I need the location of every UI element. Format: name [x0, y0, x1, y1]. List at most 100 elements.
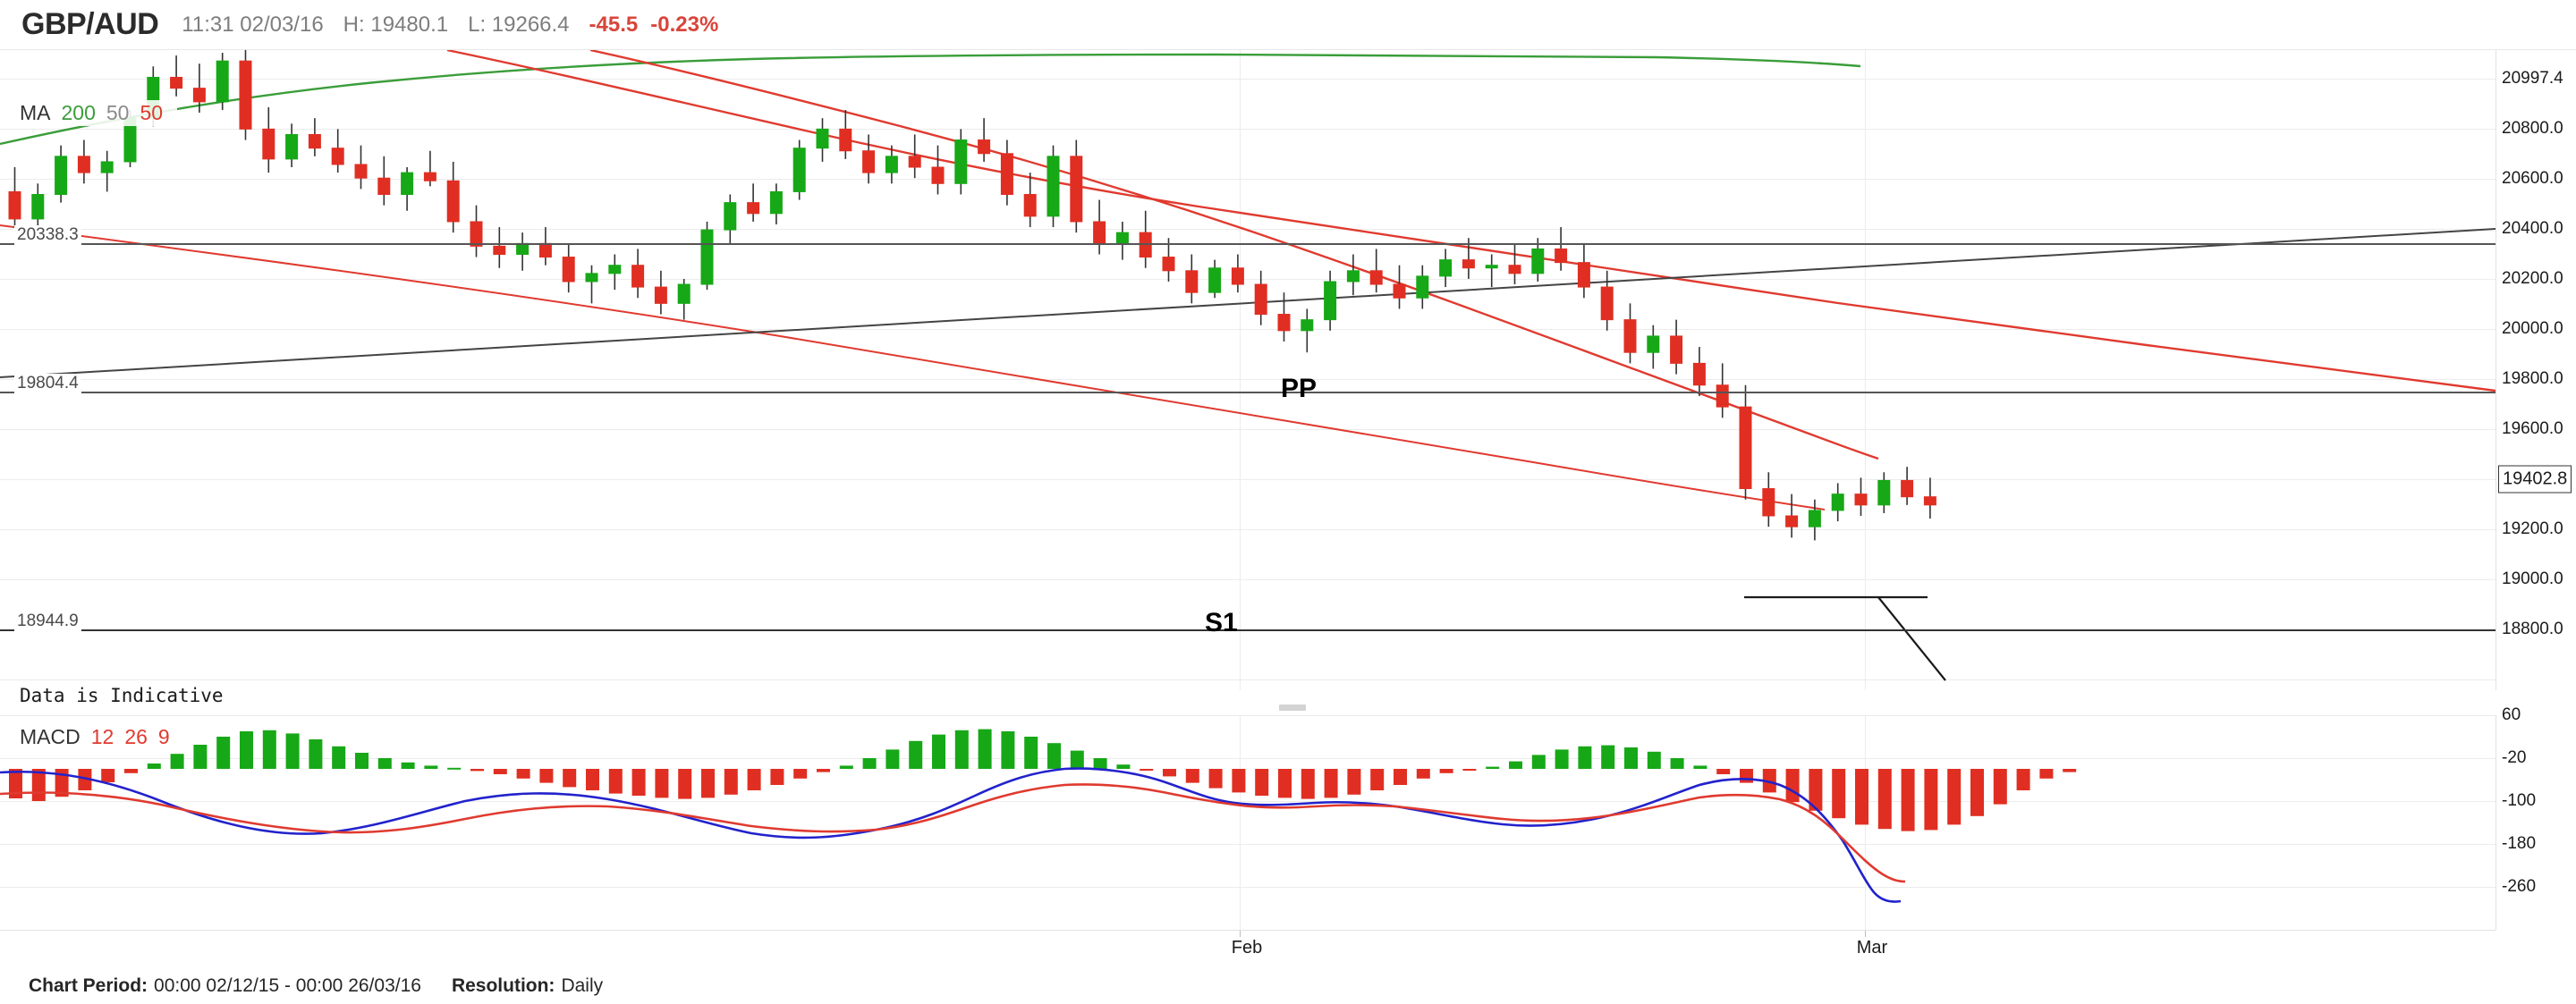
candle-body	[1277, 314, 1291, 332]
macd-histogram-bar	[817, 769, 830, 772]
candle-body	[423, 172, 436, 181]
price-axis-tick: 20800.0	[2502, 119, 2563, 138]
macd-histogram-bar	[1924, 769, 1938, 831]
candle-body	[354, 164, 368, 179]
macd-histogram-bar	[1140, 769, 1154, 771]
reference-line-r1	[0, 243, 2496, 245]
candle-body	[1346, 270, 1360, 283]
candle-body	[1185, 270, 1199, 293]
candle-body	[1531, 248, 1545, 274]
candle-body	[1623, 319, 1637, 353]
trendline-black-ascending	[0, 228, 2496, 378]
price-axis[interactable]: 20997.4 20800.0 20600.0 20400.0 20200.0 …	[2496, 50, 2576, 690]
macd-histogram-bar	[1093, 758, 1107, 769]
macd-histogram-bar	[1509, 761, 1522, 769]
macd-histogram-bar	[1001, 731, 1015, 769]
macd-histogram-bar	[1855, 769, 1868, 825]
macd-histogram-bar	[1370, 769, 1385, 790]
macd-histogram-bar	[1347, 769, 1361, 795]
macd-histogram-bar	[124, 769, 138, 773]
macd-histogram-bar	[216, 737, 231, 769]
candle-body	[1046, 156, 1060, 217]
candle-body	[55, 156, 68, 195]
data-indicative-notice: Data is Indicative	[20, 685, 224, 706]
resolution-value: Daily	[561, 974, 604, 996]
candle-body	[1023, 193, 1037, 217]
candle-body	[700, 229, 714, 285]
gridline	[0, 179, 2496, 180]
macd-legend-signal: 9	[157, 725, 170, 748]
macd-chart-pane[interactable]: MACD 12 26 9	[0, 715, 2496, 930]
macd-histogram-bar	[608, 769, 623, 794]
price-axis-tick: 18800.0	[2502, 620, 2563, 638]
ma-legend-period-200: 200	[61, 101, 96, 124]
macd-histogram-bar	[1324, 769, 1338, 798]
gridline	[0, 429, 2496, 430]
price-axis-tick: 19800.0	[2502, 369, 2563, 388]
ma-legend[interactable]: MA 200 50 50	[16, 100, 178, 126]
x-axis[interactable]: Feb Mar	[0, 930, 2496, 967]
candle-body	[885, 156, 898, 173]
chart-period-value: 00:00 02/12/15 - 00:00 26/03/16	[154, 974, 421, 996]
candle-body	[1324, 281, 1337, 321]
chart-header: GBP/AUD 11:31 02/03/16 H: 19480.1 L: 192…	[0, 0, 2576, 50]
candle-body	[677, 283, 691, 304]
x-axis-tickmark	[1240, 931, 1241, 937]
candle-body	[100, 161, 114, 173]
macd-histogram-bar	[1462, 769, 1477, 771]
candle-body	[192, 88, 206, 103]
candle-body	[1923, 496, 1936, 506]
candle-body	[1877, 479, 1891, 506]
candle-body	[285, 133, 299, 160]
macd-histogram-bar	[1116, 764, 1131, 769]
macd-histogram-bar	[1394, 769, 1407, 785]
macd-histogram-bar	[563, 769, 577, 788]
candle-body	[470, 221, 483, 247]
macd-histogram-bar	[447, 767, 462, 770]
ma-red-line-b	[589, 50, 1879, 460]
price-axis-tick: 20200.0	[2502, 269, 2563, 288]
macd-histogram-bar	[1070, 750, 1084, 769]
resolution-label: Resolution:	[451, 974, 555, 996]
pane-divider-handle[interactable]	[1279, 704, 1306, 711]
candle-body	[8, 190, 21, 220]
quote-timestamp: 11:31 02/03/16	[182, 12, 324, 37]
macd-histogram-bar	[1232, 769, 1246, 793]
macd-axis[interactable]: 60 -20 -100 -180 -260	[2496, 705, 2576, 930]
chart-footer: Chart Period: 00:00 02/12/15 - 00:00 26/…	[0, 967, 2576, 1004]
chart-period-label: Chart Period:	[29, 974, 148, 996]
macd-histogram-bar	[1555, 749, 1569, 769]
gridline	[0, 479, 2496, 480]
quote-low: L: 19266.4	[468, 12, 570, 37]
candle-body	[562, 257, 575, 283]
macd-histogram-bar	[1832, 769, 1846, 819]
macd-axis-tick: -20	[2502, 748, 2527, 767]
candle-body	[239, 60, 252, 130]
reference-line-s1	[0, 629, 2496, 631]
macd-histogram-bar	[1486, 766, 1500, 769]
candle-body	[77, 156, 90, 173]
macd-axis-tick: -260	[2502, 877, 2537, 896]
macd-histogram-bar	[1877, 769, 1892, 830]
macd-legend[interactable]: MACD 12 26 9	[16, 724, 184, 750]
price-axis-tick: 20997.4	[2502, 69, 2563, 88]
macd-histogram-bar	[1301, 769, 1315, 799]
candle-body	[401, 172, 414, 195]
macd-histogram-bar	[1647, 751, 1661, 769]
candle-body	[931, 166, 945, 184]
candle-body	[1416, 275, 1429, 299]
macd-histogram-bar	[1716, 769, 1731, 774]
price-axis-tick: 19600.0	[2502, 419, 2563, 438]
macd-histogram-bar	[978, 729, 992, 769]
macd-histogram-bar	[1163, 769, 1176, 777]
macd-series-svg	[0, 729, 2077, 903]
symbol-title: GBP/AUD	[21, 7, 159, 41]
macd-histogram-bar	[655, 769, 669, 798]
macd-histogram-bar	[240, 731, 253, 769]
macd-histogram-bar	[1601, 745, 1615, 769]
ma-legend-label: MA	[20, 101, 51, 124]
quote-high: H: 19480.1	[343, 12, 449, 37]
price-chart-pane[interactable]: 20338.3 19804.4 18944.9 PP S1 1.8945 MA2…	[0, 50, 2496, 690]
macd-histogram-bar	[78, 769, 92, 790]
gridline	[0, 529, 2496, 530]
